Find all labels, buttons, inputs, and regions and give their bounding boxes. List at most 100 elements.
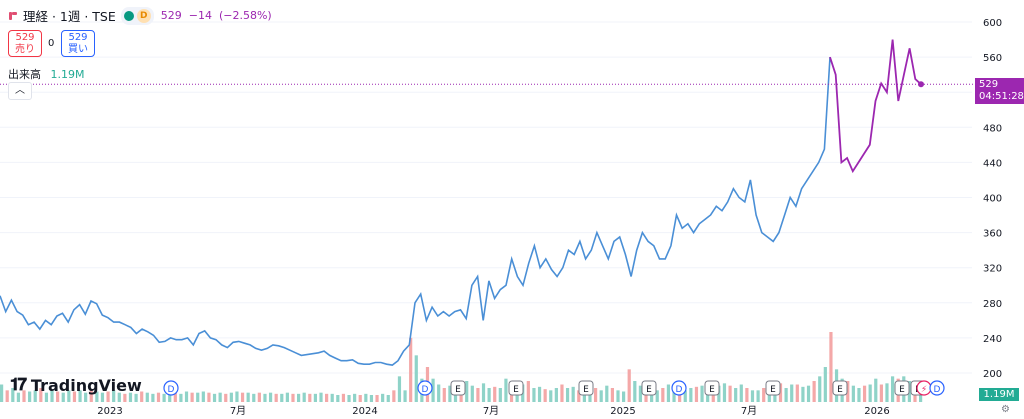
volume-legend[interactable]: 出来高 1.19M [8,66,84,82]
price-line-history [0,57,831,366]
buy-label: 買い [68,44,88,55]
volume-bar [655,390,659,402]
market-status[interactable]: D [120,6,154,25]
x-axis: 2023 7月 2024 7月 2025 7月 2026 [97,405,889,417]
symbol-header: 理経 · 1週 · TSE D 529 −14 (−2.58%) [8,6,272,25]
volume-bar [291,393,295,402]
event-label: D [676,385,683,395]
volume-bar [190,392,194,402]
volume-bar [285,392,289,402]
volume-bar [5,390,9,402]
grid-lines [0,21,972,374]
volume-bar [571,386,575,402]
volume-bar [554,388,558,402]
volume-bar [549,390,553,402]
volume-bar [543,389,547,402]
event-marker-split[interactable]: ⚡ [916,380,932,396]
volume-bar [313,393,318,402]
volume-bar [890,376,895,402]
x-tick-label: 2026 [864,406,889,417]
delayed-badge: D [136,8,151,23]
y-tick-label: 560 [983,53,1002,64]
event-marker-earnings[interactable]: E [704,380,720,396]
volume-bar [778,383,783,402]
volume-bar [672,388,676,402]
volume-bar [44,392,49,402]
event-marker-earnings[interactable]: E [765,380,781,396]
volume-bar [498,388,502,402]
event-marker-earnings[interactable]: E [832,380,848,396]
event-marker-earnings[interactable]: E [578,380,594,396]
gear-icon[interactable]: ⚙ [1001,404,1010,415]
volume-bar [683,390,687,402]
volume-bar [212,393,217,402]
volume-bar [308,393,312,402]
volume-bar [459,390,463,402]
event-marker-earnings[interactable]: E [641,380,657,396]
tradingview-logo[interactable]: 𝟏𝟕 TradingView [10,375,142,395]
volume-bar [728,385,732,402]
volume-bar [151,393,155,402]
volume-bar [762,388,766,402]
y-tick-label: 400 [983,194,1002,205]
volume-bar [39,388,43,402]
volume-bar [605,385,609,402]
tradingview-wordmark: TradingView [30,375,142,395]
volume-bar [179,393,183,402]
volume-bar [106,391,110,402]
volume-bar [218,392,222,402]
price-line [0,39,922,366]
volume-bar [341,393,346,402]
volume-bar [633,381,637,402]
volume-bar [756,390,760,402]
event-marker-earnings[interactable]: E [894,380,910,396]
sell-button[interactable]: 529 売り [8,30,42,57]
volume-bar [879,384,883,402]
volume-bar [123,393,127,402]
volume-bar [375,395,379,402]
volume-bar [33,390,37,402]
volume-bar [325,393,329,402]
y-tick-label: 480 [983,123,1002,134]
event-label: D [934,385,941,395]
volume-bar [89,390,93,402]
chevron-up-icon[interactable]: ︿ [8,82,32,100]
volume-axis-label: 1.19M [979,388,1019,401]
volume-bar [565,388,570,402]
symbol-title[interactable]: 理経 · 1週 · TSE [23,9,116,24]
volume-bar [622,391,626,402]
volume-bar [128,392,133,402]
bar-countdown: 04:51:28 [979,91,1024,102]
y-axis: 600560520480440400360320280240200 [983,18,1002,380]
volume-bar [274,393,278,402]
volume-bar [353,393,357,402]
volume-bar [268,392,273,402]
event-marker-earnings[interactable]: E [508,380,524,396]
buy-price: 529 [68,32,88,43]
volume-bar [734,388,738,402]
event-label: E [837,385,843,395]
volume-bar [72,391,77,402]
spread-value: 0 [48,38,55,49]
y-tick-label: 360 [983,229,1002,240]
volume-bar [504,378,508,402]
event-marker-dividend[interactable]: D [929,380,945,396]
event-marker-dividend[interactable]: D [163,380,179,396]
volume-bar [801,386,805,402]
last-price-value: 529 [979,79,999,90]
event-marker-earnings[interactable]: E [450,380,466,396]
volume-bar [330,393,334,402]
y-tick-label: 320 [983,264,1002,275]
event-marker-dividend[interactable]: D [417,380,433,396]
volume-bar [224,393,228,402]
volume-bar [95,391,99,402]
volume-bar [487,388,491,402]
buy-button[interactable]: 529 買い [61,30,95,57]
x-tick-label: 7月 [230,405,246,417]
y-tick-label: 280 [983,299,1002,310]
volume-bar [296,393,301,402]
last-price-label: 529 04:51:28 [975,78,1024,104]
volume-bar [67,390,71,402]
event-marker-dividend[interactable]: D [671,380,687,396]
